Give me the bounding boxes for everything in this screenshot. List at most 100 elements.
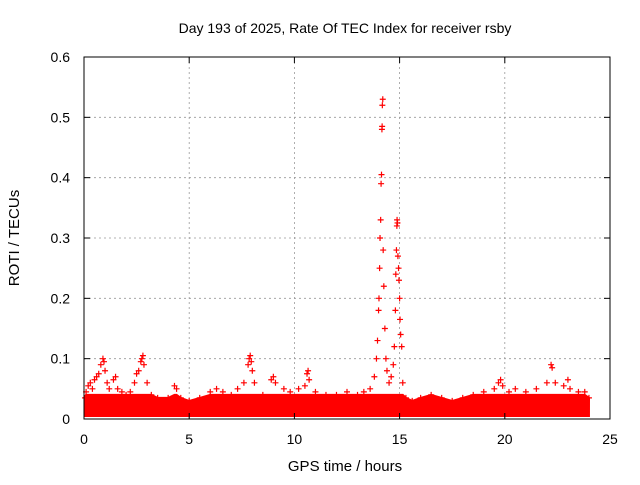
data-point <box>380 283 387 290</box>
x-tick-labels: 0 5 10 15 20 25 <box>80 431 618 447</box>
data-point <box>196 394 203 401</box>
data-point <box>396 295 403 302</box>
data-point <box>207 388 214 395</box>
data-point <box>89 385 96 392</box>
data-point <box>154 394 161 401</box>
x-tick-label: 10 <box>287 431 303 447</box>
y-tick-label: 0.2 <box>51 290 71 306</box>
data-point <box>123 391 130 398</box>
data-point <box>306 376 313 383</box>
data-point <box>248 358 255 365</box>
data-point <box>567 385 574 392</box>
data-point <box>344 388 350 395</box>
data-point <box>375 307 382 314</box>
data-point <box>371 373 378 380</box>
data-point <box>379 96 386 103</box>
data-point <box>512 385 519 392</box>
data-point <box>301 382 308 389</box>
data-point <box>148 391 155 398</box>
data-point <box>186 397 193 404</box>
x-tick-label: 20 <box>497 431 513 447</box>
y-tick-label: 0 <box>62 411 70 427</box>
data-point <box>394 253 401 260</box>
data-point <box>251 379 258 386</box>
data-point <box>393 222 400 229</box>
data-point <box>112 373 119 380</box>
y-tick-label: 0.1 <box>51 351 71 367</box>
y-tick-label: 0.6 <box>51 49 71 65</box>
data-point <box>398 343 405 350</box>
data-point <box>497 376 504 383</box>
data-point <box>373 355 380 362</box>
data-point <box>110 376 117 383</box>
data-point <box>409 397 416 404</box>
data-point <box>99 355 106 362</box>
data-point <box>379 123 386 130</box>
data-point <box>552 379 559 386</box>
data-point <box>249 367 256 374</box>
data-point <box>295 385 302 392</box>
data-point <box>548 361 555 368</box>
data-point <box>395 277 402 284</box>
data-point <box>133 370 140 377</box>
data-point <box>393 247 400 254</box>
data-point <box>140 361 147 368</box>
data-point <box>399 379 406 386</box>
data-point <box>378 180 385 187</box>
data-point <box>93 373 100 380</box>
data-point <box>377 216 384 223</box>
data-point <box>360 388 367 395</box>
data-point <box>171 382 178 389</box>
data-point <box>165 394 172 401</box>
x-tick-label: 15 <box>392 431 408 447</box>
roti-baseline-band <box>84 393 591 417</box>
data-point <box>499 382 506 389</box>
data-point <box>383 367 390 374</box>
data-point <box>138 355 145 362</box>
axis-ticks <box>83 56 611 420</box>
data-point <box>428 391 435 398</box>
data-point <box>270 373 277 380</box>
data-point <box>354 391 361 398</box>
data-point <box>388 373 395 380</box>
data-point <box>394 219 401 226</box>
data-band <box>84 393 591 417</box>
data-point <box>118 388 125 395</box>
data-point <box>459 394 466 401</box>
data-point <box>144 379 151 386</box>
data-point <box>272 379 279 386</box>
data-point <box>177 394 184 401</box>
chart-title: Day 193 of 2025, Rate Of TEC Index for r… <box>179 20 512 36</box>
data-point <box>234 385 241 392</box>
data-point <box>376 265 383 272</box>
x-tick-label: 0 <box>80 431 88 447</box>
data-point <box>87 379 94 386</box>
x-tick-label: 5 <box>185 431 193 447</box>
data-point <box>379 102 386 109</box>
data-point <box>564 376 571 383</box>
grid-lines <box>84 57 610 419</box>
x-axis-label: GPS time / hours <box>288 458 402 475</box>
data-point <box>135 367 142 374</box>
data-point <box>417 394 424 401</box>
data-point <box>374 337 381 344</box>
data-point <box>127 388 134 395</box>
data-point <box>543 379 550 386</box>
data-point <box>395 265 402 272</box>
data-point <box>380 247 387 254</box>
data-point <box>106 385 113 392</box>
data-point <box>91 376 98 383</box>
data-point <box>173 385 180 392</box>
data-point <box>533 385 540 392</box>
data-point <box>480 388 487 395</box>
data-point <box>391 343 398 350</box>
data-point <box>381 325 388 332</box>
data-point <box>522 388 529 395</box>
data-point <box>245 361 252 368</box>
data-point <box>228 391 235 398</box>
data-point <box>213 385 220 392</box>
data-point <box>280 385 287 392</box>
y-tick-label: 0.5 <box>51 109 71 125</box>
data-point <box>287 388 294 395</box>
